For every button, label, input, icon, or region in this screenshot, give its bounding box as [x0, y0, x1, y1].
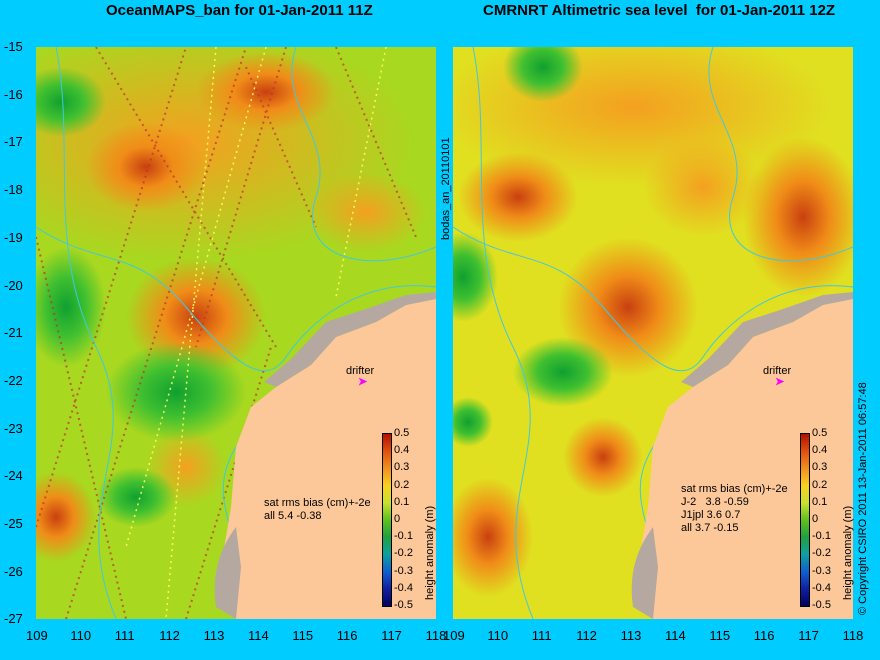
longitude-tick-label: 113 — [203, 628, 225, 643]
longitude-tick-label: 115 — [292, 628, 314, 643]
longitude-tick-label: 111 — [114, 628, 135, 643]
drifter-arrow-left: ➤ — [358, 376, 368, 388]
land-mass-right — [638, 299, 853, 619]
colorbar-tick-label: 0.2 — [394, 478, 410, 491]
longitude-tick-label: 116 — [336, 628, 358, 643]
right-stats-row-2: all 3.7 -0.15 — [681, 522, 739, 534]
latitude-tick-label: -20 — [4, 277, 23, 293]
copyright-text: © Copyright CSIRO 2011 13-Jan-2011 06:57… — [857, 382, 869, 615]
right-stats-row-1: J1jpl 3.6 0.7 — [681, 509, 741, 521]
colorbar-tick-label: -0.3 — [812, 564, 831, 577]
colorbar-tick-label: 0 — [812, 513, 819, 525]
latitude-tick-label: -27 — [4, 611, 23, 627]
drifter-arrow-right: ➤ — [775, 376, 785, 388]
colorbar-tick-label: 0.3 — [812, 461, 828, 474]
drifter-label-left: drifter — [346, 365, 375, 377]
colorbar-tick-label: 0.5 — [812, 427, 828, 439]
colorbar-tick-label: -0.4 — [394, 581, 413, 594]
latitude-tick-label: -26 — [4, 563, 23, 579]
longitude-tick-label: 110 — [487, 628, 509, 643]
colorbar-tick-label: -0.1 — [812, 530, 831, 543]
colorbar-tick-label: -0.4 — [812, 581, 831, 594]
longitude-tick-label: 117 — [798, 628, 819, 643]
left-stats-header: sat rms bias (cm)+-2e — [264, 497, 371, 509]
left-stats-row-0: all 5.4 -0.38 — [264, 510, 322, 522]
left-map-title: OceanMAPS_ban for 01-Jan-2011 11Z — [106, 2, 373, 19]
longitude-tick-label: 112 — [159, 628, 180, 643]
colorbar-tick-label: 0 — [394, 513, 401, 525]
longitude-tick-label: 111 — [531, 628, 552, 643]
colorbar-tick-label: -0.5 — [812, 599, 831, 611]
latitude-tick-label: -21 — [4, 325, 23, 341]
colorbar-tick-label: 0.4 — [394, 444, 410, 457]
longitude-tick-label: 112 — [576, 628, 597, 643]
colorbar-tick-label: 0.4 — [812, 444, 828, 457]
latitude-tick-label: -23 — [4, 420, 23, 436]
right-colorbar — [800, 433, 810, 607]
longitude-tick-label: 110 — [70, 628, 92, 643]
longitude-tick-label: 116 — [753, 628, 775, 643]
colorbar-tick-label: -0.1 — [394, 530, 413, 543]
latitude-tick-label: -17 — [4, 134, 23, 150]
right-map-svg — [453, 47, 853, 619]
latitude-tick-label: -22 — [4, 372, 23, 388]
longitude-tick-label: 118 — [425, 628, 447, 643]
colorbar-tick-label: 0.3 — [394, 461, 410, 474]
latitude-tick-label: -25 — [4, 516, 23, 531]
colorbar-tick-label: -0.3 — [394, 564, 413, 577]
longitude-tick-label: 115 — [709, 628, 731, 643]
latitude-tick-label: -15 — [4, 39, 23, 54]
run-id-label: bodas_an_20110101 — [440, 137, 452, 240]
right-map-panel: drifter ➤ sat rms bias (cm)+-2e J-2 3.8 … — [453, 47, 853, 619]
colorbar-tick-label: 0.1 — [394, 495, 410, 508]
left-colorbar — [382, 433, 392, 607]
longitude-tick-label: 113 — [620, 628, 642, 643]
right-stats-row-0: J-2 3.8 -0.59 — [681, 496, 749, 508]
latitude-tick-label: -24 — [4, 468, 23, 484]
colorbar-tick-label: -0.2 — [394, 547, 413, 560]
left-map-svg — [36, 47, 436, 619]
longitude-tick-label: 117 — [381, 628, 402, 643]
left-map-panel: drifter ➤ sat rms bias (cm)+-2e all 5.4 … — [36, 47, 436, 619]
colorbar-tick-label: -0.5 — [394, 599, 413, 611]
drifter-label-right: drifter — [763, 365, 792, 377]
continental-shelf — [264, 292, 436, 387]
longitude-tick-label: 109 — [26, 628, 48, 643]
longitude-tick-label: 114 — [665, 628, 686, 643]
longitude-tick-label: 114 — [248, 628, 269, 643]
colorbar-tick-label: -0.2 — [812, 547, 831, 560]
right-map-title: CMRNRT Altimetric sea level for 01-Jan-2… — [483, 2, 836, 19]
colorbar-label-right: height anomaly (m) — [842, 505, 854, 600]
colorbar-tick-label: 0.1 — [812, 495, 828, 508]
colorbar-label-left: height anomaly (m) — [424, 505, 436, 600]
longitude-tick-label: 109 — [443, 628, 465, 643]
latitude-tick-label: -18 — [4, 182, 23, 198]
latitude-tick-label: -16 — [4, 86, 23, 102]
colorbar-tick-label: 0.5 — [394, 427, 410, 439]
right-stats-header: sat rms bias (cm)+-2e — [681, 483, 788, 495]
longitude-tick-label: 118 — [842, 628, 864, 643]
latitude-tick-label: -19 — [4, 229, 23, 245]
colorbar-tick-label: 0.2 — [812, 478, 828, 491]
